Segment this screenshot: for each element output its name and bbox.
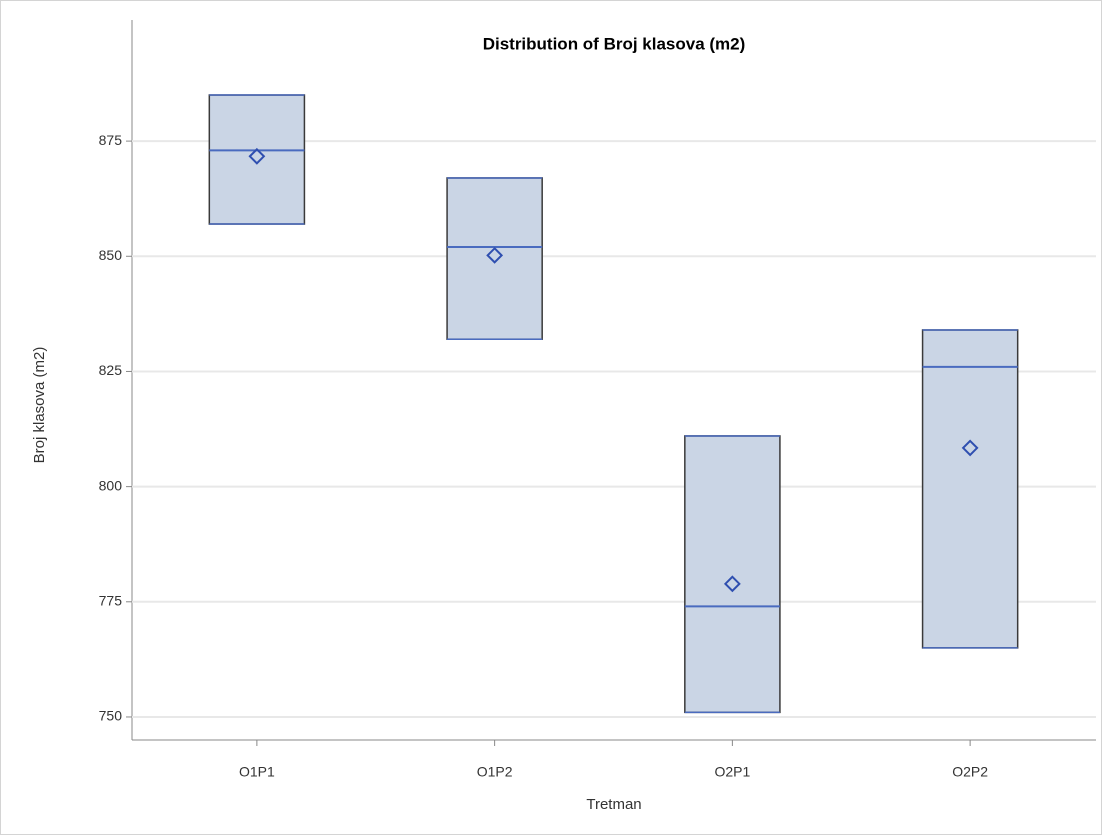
y-tick-label: 825 [99, 362, 123, 378]
x-tick-label: O2P2 [952, 764, 988, 780]
y-tick-label: 800 [99, 477, 123, 493]
x-axis-label: Tretman [586, 796, 641, 813]
mean-marker [486, 246, 504, 264]
box [921, 329, 1019, 649]
y-tick-label: 850 [99, 247, 123, 263]
mean-marker [723, 575, 741, 593]
mean-marker [961, 439, 979, 457]
y-axis-label: Broj klasova (m2) [31, 347, 48, 464]
y-tick-label: 875 [99, 132, 123, 148]
box [208, 94, 306, 225]
x-tick-label: O2P1 [714, 764, 750, 780]
y-tick-label: 775 [99, 592, 123, 608]
chart-title: Distribution of Broj klasova (m2) [483, 34, 746, 53]
mean-marker [248, 147, 266, 165]
y-tick-label: 750 [99, 708, 123, 724]
box [446, 177, 543, 340]
x-tick-label: O1P2 [477, 764, 513, 780]
box [684, 435, 781, 714]
x-tick-label: O1P1 [239, 764, 275, 780]
